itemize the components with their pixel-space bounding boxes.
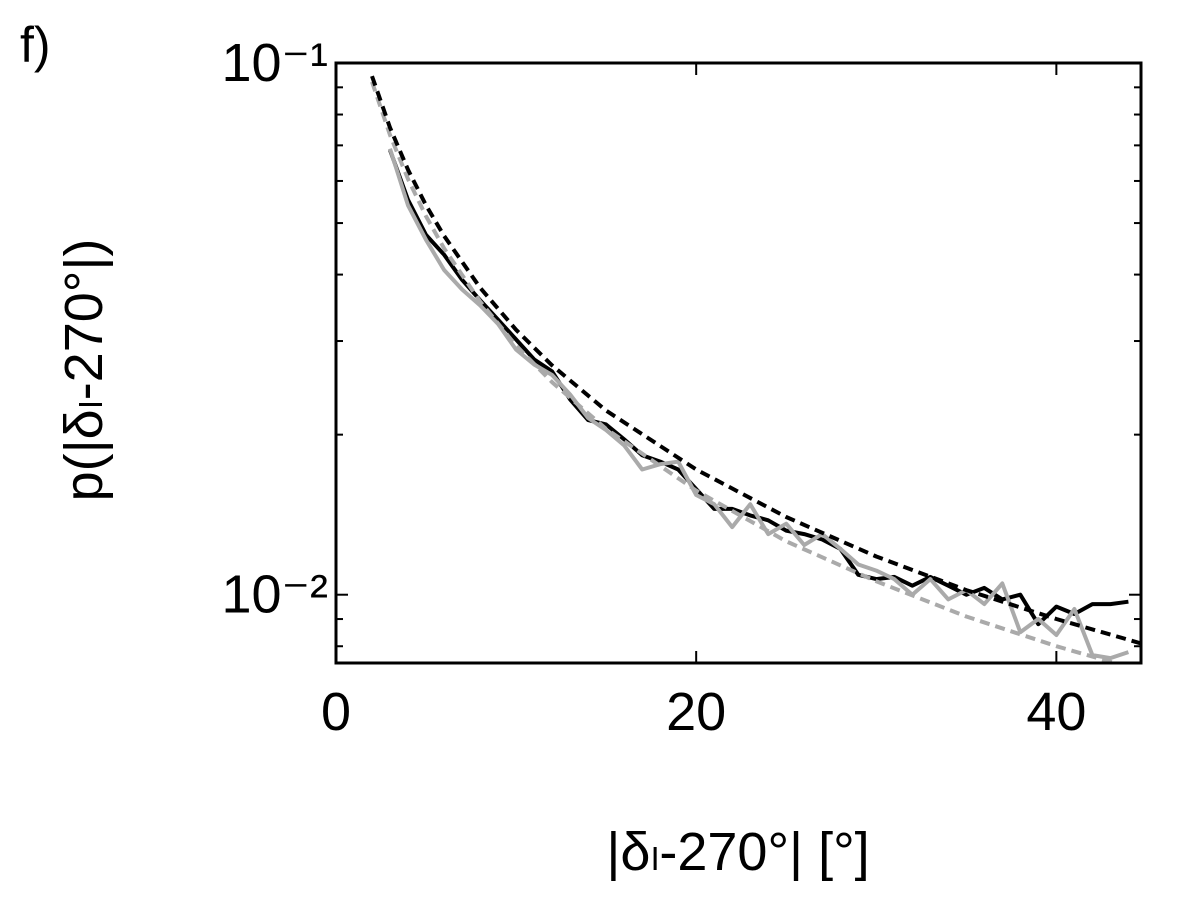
x-tick-label: 0 [321, 682, 351, 742]
y-axis-label: p(|δₗ-270°|) [54, 239, 114, 502]
x-tick-label: 40 [1026, 682, 1086, 742]
plot-area [370, 75, 1141, 663]
y-tick-label: 10⁻¹ [221, 33, 328, 93]
series-line [370, 81, 1122, 663]
x-tick-label: 20 [666, 682, 726, 742]
y-tick-label: 10⁻² [221, 565, 328, 625]
panel-label: f) [20, 17, 51, 73]
x-axis-label: |δₗ-270°| [°] [606, 822, 869, 882]
series-line [370, 75, 1141, 646]
series-line [388, 148, 1130, 661]
axes-frame [334, 61, 1143, 665]
series-line [388, 149, 1129, 627]
